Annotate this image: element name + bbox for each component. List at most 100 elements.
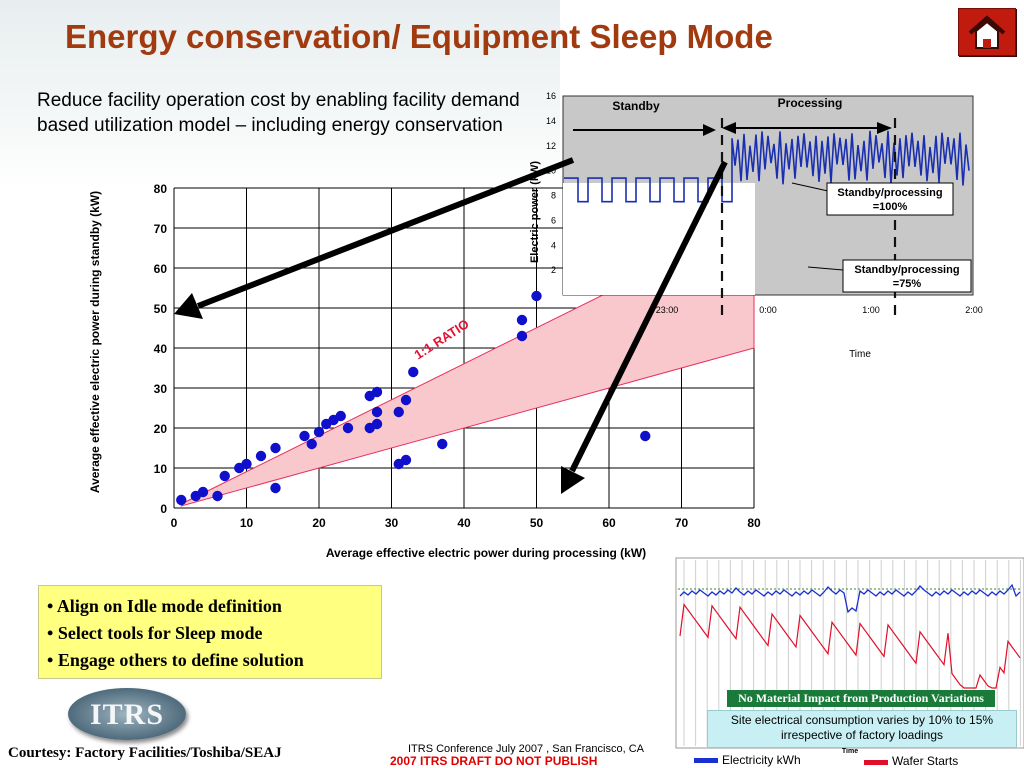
standby-label: Standby <box>612 99 660 113</box>
processing-arrow-right <box>877 122 892 134</box>
arrow-head-left-icon <box>174 293 203 319</box>
home-icon <box>968 15 1006 49</box>
time-chart-y-label: Electric power (kW) <box>529 161 541 263</box>
arrow-to-standby-axis <box>196 157 575 309</box>
scatter-point-4 <box>219 470 230 482</box>
scatter-point-21 <box>371 418 383 430</box>
arrow-head-down-icon <box>561 466 585 494</box>
annotation-75-leader <box>807 266 844 271</box>
electricity-trace <box>679 583 1021 614</box>
scatter-points <box>176 242 665 506</box>
wafer-legend-label: Wafer Starts <box>892 754 959 768</box>
draft-footer: 2007 ITRS DRAFT DO NOT PUBLISH <box>390 754 598 768</box>
scatter-point-23 <box>400 394 412 406</box>
standby-arrow <box>703 124 716 136</box>
time-y-tick-6: 14 <box>546 116 556 126</box>
scatter-y-axis-label: Average effective electric power during … <box>88 191 102 493</box>
scatter-point-26 <box>408 366 419 378</box>
scatter-point-22 <box>393 406 404 418</box>
scatter-point-12 <box>313 426 325 438</box>
courtesy-note: Courtesy: Factory Facilities/Toshiba/SEA… <box>8 745 282 761</box>
annotation-100-leader <box>791 182 829 192</box>
scatter-x-tick-2: 20 <box>312 516 326 530</box>
processing-label: Processing <box>778 96 843 110</box>
scatter-x-tick-1: 10 <box>240 516 254 530</box>
scatter-point-15 <box>335 410 346 422</box>
time-y-tick-7: 16 <box>546 91 556 101</box>
electricity-legend-swatch <box>694 758 718 763</box>
scatter-y-tick-2: 20 <box>154 422 168 436</box>
time-y-tick-5: 12 <box>546 141 556 151</box>
scatter-y-tick-7: 70 <box>154 222 168 236</box>
scatter-point-29 <box>516 314 528 326</box>
scatter-point-7 <box>255 450 267 462</box>
site-consumption-note: Site electrical consumption varies by 10… <box>707 710 1017 748</box>
scatter-point-27 <box>437 438 448 450</box>
page-title: Energy conservation/ Equipment Sleep Mod… <box>65 18 773 55</box>
scatter-point-8 <box>270 442 281 454</box>
time-y-tick-2: 6 <box>551 215 556 225</box>
scatter-x-tick-7: 70 <box>675 516 689 530</box>
scatter-y-tick-0: 0 <box>160 502 167 516</box>
scatter-x-tick-3: 30 <box>385 516 399 530</box>
scatter-point-0 <box>176 494 187 506</box>
itrs-logo: ITRS <box>68 688 186 740</box>
time-tick-1: 1:00 <box>862 305 880 315</box>
scatter-x-axis-label: Average effective electric power during … <box>326 546 646 560</box>
scatter-x-tick-0: 0 <box>171 516 178 530</box>
scatter-point-9 <box>270 482 281 494</box>
time-tick-partial: 23:00 <box>656 305 679 315</box>
time-y-tick-1: 4 <box>551 240 556 250</box>
scatter-point-16 <box>342 422 354 434</box>
scatter-y-tick-6: 60 <box>154 262 168 276</box>
annotation-100-text-b: =100% <box>873 201 908 213</box>
no-impact-banner: No Material Impact from Production Varia… <box>727 690 995 707</box>
scatter-y-tick-1: 10 <box>154 462 168 476</box>
power-trace <box>564 130 970 203</box>
scatter-x-tick-5: 50 <box>530 516 544 530</box>
processing-arrow-left <box>722 122 736 134</box>
scatter-point-28 <box>516 330 528 342</box>
time-tick-2: 2:00 <box>965 305 983 315</box>
conference-footer: ITRS Conference July 2007 , San Francisc… <box>408 743 644 755</box>
scatter-point-19 <box>371 386 383 398</box>
home-button[interactable] <box>958 8 1016 56</box>
annotation-75-box <box>842 259 972 293</box>
time-tick-0: 0:00 <box>759 305 777 315</box>
annotation-100-box <box>826 182 954 216</box>
scatter-point-30 <box>531 290 542 302</box>
scatter-point-20 <box>371 406 383 418</box>
scatter-point-2 <box>197 486 209 498</box>
site-x-label: Time <box>842 748 858 755</box>
scatter-point-6 <box>241 458 252 470</box>
annotation-100-text-a: Standby/processing <box>837 187 942 199</box>
bullet-item: • Align on Idle mode definition <box>47 596 282 616</box>
scatter-tick-labels: 0 10 20 30 40 50 60 70 80 0 10 20 30 40 50 60 70 80 <box>154 182 761 530</box>
scatter-x-tick-4: 40 <box>457 516 471 530</box>
annotation-75-text-a: Standby/processing <box>854 264 959 276</box>
time-chart-x-label: Time <box>849 349 871 360</box>
scatter-y-tick-3: 30 <box>154 382 168 396</box>
scatter-point-11 <box>306 438 317 450</box>
time-y-tick-3: 8 <box>551 191 556 201</box>
time-y-tick-0: 2 <box>551 265 556 275</box>
bullet-item: • Engage others to define solution <box>47 650 304 670</box>
scatter-y-tick-5: 50 <box>154 302 168 316</box>
scatter-y-tick-4: 40 <box>154 342 168 356</box>
annotation-75-text-b: =75% <box>893 278 922 290</box>
wafer-starts-trace <box>679 602 1021 689</box>
electricity-legend-label: Electricity kWh <box>722 753 801 767</box>
scatter-point-3 <box>212 490 223 502</box>
scatter-point-31 <box>640 430 651 442</box>
scatter-y-tick-8: 80 <box>154 182 168 196</box>
bullet-item: • Select tools for Sleep mode <box>47 623 263 643</box>
scatter-x-tick-6: 60 <box>602 516 616 530</box>
intro-text: Reduce facility operation cost by enabli… <box>37 90 520 136</box>
header-background <box>0 0 560 190</box>
scatter-point-10 <box>299 430 310 442</box>
scatter-x-tick-8: 80 <box>747 516 761 530</box>
wafer-legend-swatch <box>864 760 888 765</box>
action-bullets: • Align on Idle mode definition • Select… <box>38 585 382 679</box>
